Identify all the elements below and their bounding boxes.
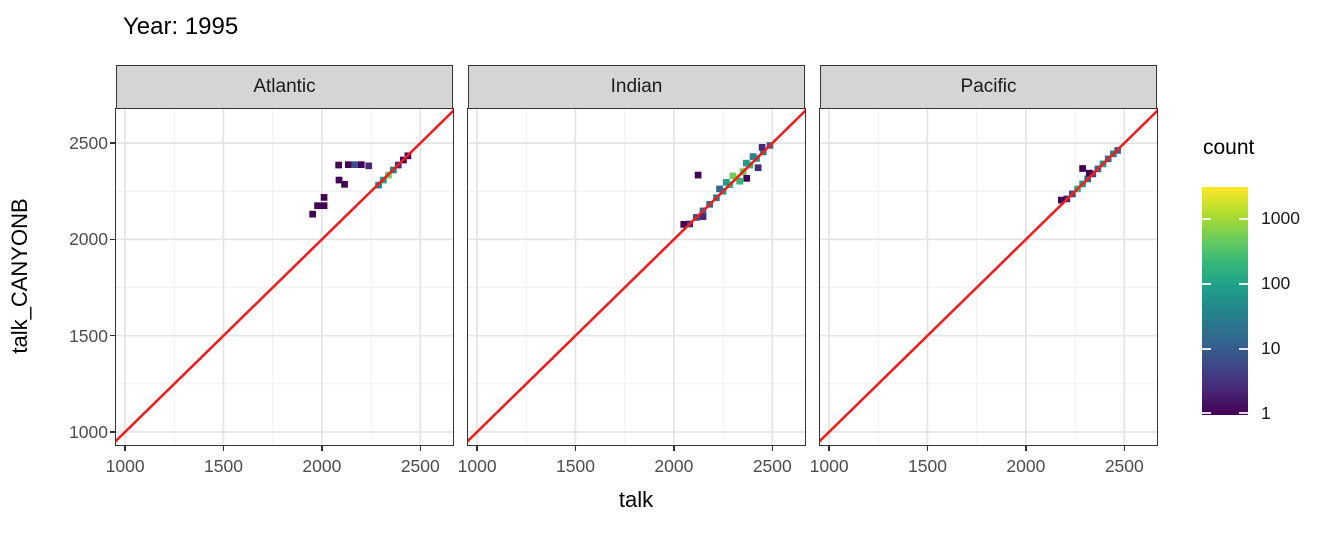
bin-tile <box>344 160 352 168</box>
bin-tile <box>334 161 342 169</box>
legend-bar-tick <box>1202 412 1211 414</box>
x-tick-label: 2500 <box>400 456 440 476</box>
x-axis-tick <box>124 445 126 451</box>
bin-tile <box>350 160 358 168</box>
x-axis-tick <box>222 445 225 451</box>
legend-gradient-bar <box>1202 187 1248 415</box>
facet-strip-label: Indian <box>610 76 663 97</box>
legend-bar-tick <box>1239 348 1248 350</box>
x-tick-label: 2500 <box>1104 456 1144 476</box>
identity-reference-line <box>467 108 805 443</box>
y-axis-tick <box>110 142 116 144</box>
legend-bar-tick <box>1239 218 1248 220</box>
x-axis-tick <box>828 445 830 451</box>
x-axis-tick <box>926 445 929 451</box>
bin-tile <box>715 185 723 192</box>
y-axis-tick <box>110 334 116 337</box>
x-axis-tick <box>321 445 323 451</box>
x-tick-label: 2000 <box>1006 456 1046 476</box>
identity-reference-line <box>819 108 1157 443</box>
bin-tile <box>742 174 750 182</box>
bin-tile <box>722 178 730 186</box>
bin-tile <box>694 171 702 179</box>
bin-tile <box>742 159 750 167</box>
panel-pacific <box>818 107 1158 446</box>
facet-strip-label: Pacific <box>960 76 1017 97</box>
bin-tile <box>320 193 328 201</box>
legend-bar-tick <box>1202 348 1211 350</box>
bin-tile <box>313 201 321 209</box>
bin-tile <box>729 172 736 179</box>
facet-strip-label: Atlantic <box>253 76 316 97</box>
x-tick-label: 1000 <box>105 456 145 476</box>
bin-tile <box>335 176 342 184</box>
bin-tile <box>308 210 316 218</box>
legend-bar-tick <box>1239 412 1248 414</box>
x-axis-tick <box>1025 445 1027 451</box>
bin-tile <box>758 143 766 151</box>
legend-bar-tick <box>1239 283 1248 285</box>
y-axis-tick <box>110 238 116 241</box>
x-axis-title: talk <box>618 487 654 512</box>
y-axis-title: talk_CANYONB <box>7 198 32 354</box>
x-tick-label: 2000 <box>302 456 342 476</box>
bin-tile <box>1078 164 1086 172</box>
panel-atlantic <box>114 107 454 446</box>
x-tick-label: 2500 <box>752 456 792 476</box>
y-tick-label: 1000 <box>69 422 108 442</box>
chart-title: Year: 1995 <box>123 13 239 40</box>
panel-indian <box>466 107 806 446</box>
bin-tile <box>735 177 743 185</box>
bin-tile <box>699 212 706 220</box>
bin-tile <box>680 220 687 228</box>
x-tick-label: 1500 <box>908 456 947 476</box>
x-axis-tick <box>771 445 774 451</box>
x-tick-label: 2000 <box>654 456 694 476</box>
legend-tick-label: 10 <box>1261 338 1281 358</box>
x-axis-tick <box>476 445 478 451</box>
x-axis-tick <box>673 445 675 451</box>
bin-tile <box>754 164 762 171</box>
y-tick-label: 2500 <box>69 133 108 154</box>
x-axis-tick <box>574 445 577 451</box>
legend-tick-label: 100 <box>1261 273 1291 293</box>
y-tick-label: 2000 <box>69 229 108 250</box>
bin-tile <box>1085 169 1093 177</box>
x-tick-label: 1500 <box>556 456 595 476</box>
x-tick-label: 1000 <box>809 456 849 476</box>
identity-reference-line <box>115 108 453 443</box>
y-axis-tick <box>110 431 116 433</box>
bin-tile <box>1057 196 1065 204</box>
legend-tick-label: 1000 <box>1261 208 1300 228</box>
facet-strip-pacific: Pacific <box>820 65 1157 109</box>
x-tick-label: 1500 <box>204 456 243 476</box>
facet-strip-atlantic: Atlantic <box>116 65 453 109</box>
x-tick-label: 1000 <box>457 456 497 476</box>
legend-bar-tick <box>1202 218 1211 220</box>
bin-tile <box>365 162 372 169</box>
legend-tick-label: 1 <box>1261 403 1271 423</box>
bin-tile <box>320 201 328 209</box>
x-axis-tick <box>419 445 422 451</box>
bin-tile <box>357 160 365 168</box>
x-axis-tick <box>1123 445 1126 451</box>
legend-title: count <box>1203 136 1255 159</box>
facet-strip-indian: Indian <box>468 65 805 109</box>
legend-bar-tick <box>1202 283 1211 285</box>
bin-tile <box>749 152 756 160</box>
bin-tile <box>340 180 348 188</box>
y-tick-label: 1500 <box>69 325 108 346</box>
